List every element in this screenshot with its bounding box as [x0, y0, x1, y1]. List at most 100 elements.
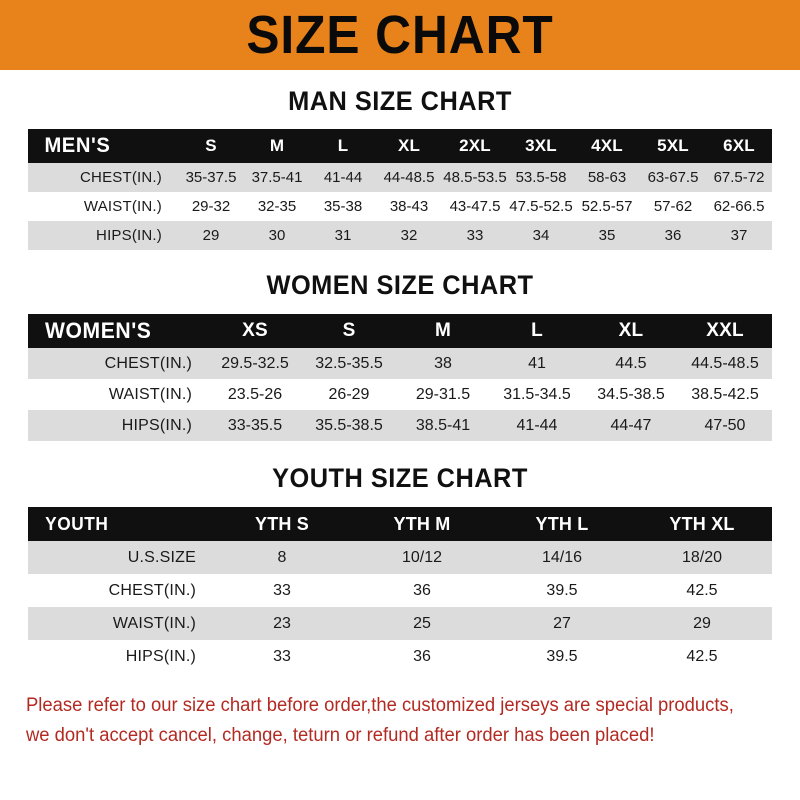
- cell: 35.5-38.5: [315, 416, 383, 434]
- cell: 14/16: [541, 548, 583, 566]
- cell: 35: [598, 227, 616, 244]
- cell: 44.5-48.5: [691, 354, 759, 372]
- women-col-header: M: [434, 320, 452, 341]
- cell: 34.5-38.5: [597, 385, 665, 403]
- man-section-title: MAN SIZE CHART: [288, 86, 512, 116]
- cell: 32: [400, 227, 418, 244]
- row-label: CHEST(IN.): [80, 169, 162, 186]
- man-col-header: XL: [397, 136, 421, 155]
- youth-col-header: YTH XL: [669, 513, 735, 534]
- cell: 32-35: [257, 198, 297, 215]
- cell: 42.5: [686, 581, 718, 599]
- cell: 36: [664, 227, 682, 244]
- cell: 31.5-34.5: [503, 385, 571, 403]
- cell: 37: [730, 227, 748, 244]
- cell: 47.5-52.5: [509, 198, 573, 215]
- page-banner: SIZE CHART: [0, 0, 800, 70]
- women-col-header: XXL: [706, 320, 744, 341]
- cell: 37.5-41: [251, 169, 303, 186]
- cell: 25: [413, 614, 431, 632]
- cell: 44.5: [615, 354, 647, 372]
- cell: 52.5-57: [581, 198, 633, 215]
- table-row: WAIST(IN.) 29-32 32-35 35-38 38-43 43-47…: [28, 192, 772, 221]
- cell: 34: [532, 227, 550, 244]
- youth-col-header: YTH L: [535, 513, 589, 534]
- row-label: HIPS(IN.): [96, 227, 162, 244]
- man-col-header: 6XL: [723, 136, 755, 155]
- cell: 39.5: [546, 581, 578, 599]
- table-row: WAIST(IN.) 23 25 27 29: [28, 607, 772, 640]
- man-col-header: 2XL: [459, 136, 491, 155]
- cell: 23: [273, 614, 291, 632]
- cell: 29-32: [191, 198, 231, 215]
- cell: 41-44: [323, 169, 363, 186]
- cell: 29: [202, 227, 220, 244]
- table-row: HIPS(IN.) 33 36 39.5 42.5: [28, 640, 772, 673]
- cell: 38.5-41: [415, 416, 471, 434]
- cell: 62-66.5: [713, 198, 765, 215]
- man-col-header: 3XL: [525, 136, 557, 155]
- youth-size-table: YOUTH YTH S YTH M YTH L YTH XL U.S.SIZE …: [28, 507, 772, 673]
- cell: 23.5-26: [227, 385, 283, 403]
- row-label: CHEST(IN.): [104, 354, 192, 372]
- footer-line-1: Please refer to our size chart before or…: [26, 695, 734, 716]
- cell: 42.5: [686, 647, 718, 665]
- table-row: CHEST(IN.) 35-37.5 37.5-41 41-44 44-48.5…: [28, 163, 772, 192]
- cell: 36: [413, 647, 431, 665]
- cell: 29.5-32.5: [221, 354, 289, 372]
- row-label: HIPS(IN.): [121, 416, 192, 434]
- cell: 38-43: [389, 198, 429, 215]
- page-title: SIZE CHART: [246, 5, 554, 65]
- cell: 32.5-35.5: [315, 354, 383, 372]
- table-row: HIPS(IN.) 29 30 31 32 33 34 35 36 37: [28, 221, 772, 250]
- youth-table-body: YOUTH YTH S YTH M YTH L YTH XL U.S.SIZE …: [28, 507, 772, 673]
- cell: 33: [273, 581, 291, 599]
- man-col-header: L: [337, 136, 349, 155]
- women-header-row: WOMEN'S XS S M L XL XXL: [28, 314, 772, 348]
- cell: 47-50: [704, 416, 746, 434]
- cell: 44-48.5: [383, 169, 435, 186]
- cell: 33-35.5: [227, 416, 283, 434]
- women-col-header: L: [531, 320, 543, 341]
- cell: 27: [553, 614, 571, 632]
- man-table-body: MEN'S S M L XL 2XL 3XL 4XL 5XL 6XL CHEST…: [28, 129, 772, 250]
- cell: 29: [693, 614, 711, 632]
- cell: 39.5: [546, 647, 578, 665]
- cell: 35-37.5: [185, 169, 237, 186]
- man-header-row: MEN'S S M L XL 2XL 3XL 4XL 5XL 6XL: [28, 129, 772, 163]
- man-col-header: 4XL: [591, 136, 623, 155]
- women-col-header: XL: [618, 320, 644, 341]
- man-size-table: MEN'S S M L XL 2XL 3XL 4XL 5XL 6XL CHEST…: [28, 129, 772, 250]
- cell: 29-31.5: [415, 385, 471, 403]
- man-corner-label: MEN'S: [44, 134, 111, 157]
- row-label: WAIST(IN.): [112, 614, 196, 632]
- cell: 35-38: [323, 198, 363, 215]
- footer-disclaimer: Please refer to our size chart before or…: [26, 691, 752, 751]
- women-size-table: WOMEN'S XS S M L XL XXL CHEST(IN.) 29.5-…: [28, 314, 772, 441]
- cell: 30: [268, 227, 286, 244]
- table-row: WAIST(IN.) 23.5-26 26-29 29-31.5 31.5-34…: [28, 379, 772, 410]
- row-label: CHEST(IN.): [108, 581, 196, 599]
- cell: 63-67.5: [647, 169, 699, 186]
- cell: 31: [334, 227, 352, 244]
- youth-col-header: YTH S: [254, 513, 309, 534]
- cell: 8: [277, 548, 287, 566]
- cell: 41-44: [516, 416, 558, 434]
- women-col-header: S: [342, 320, 356, 341]
- cell: 38: [434, 354, 452, 372]
- women-col-header: XS: [242, 320, 268, 341]
- cell: 57-62: [653, 198, 693, 215]
- row-label: WAIST(IN.): [108, 385, 192, 403]
- cell: 10/12: [401, 548, 443, 566]
- women-corner-label: WOMEN'S: [45, 318, 152, 343]
- cell: 26-29: [328, 385, 370, 403]
- table-row: CHEST(IN.) 33 36 39.5 42.5: [28, 574, 772, 607]
- youth-section-title: YOUTH SIZE CHART: [272, 463, 528, 493]
- cell: 38.5-42.5: [691, 385, 759, 403]
- cell: 43-47.5: [449, 198, 501, 215]
- cell: 33: [466, 227, 484, 244]
- table-row: U.S.SIZE 8 10/12 14/16 18/20: [28, 541, 772, 574]
- youth-corner-label: YOUTH: [45, 513, 109, 534]
- youth-col-header: YTH M: [393, 513, 451, 534]
